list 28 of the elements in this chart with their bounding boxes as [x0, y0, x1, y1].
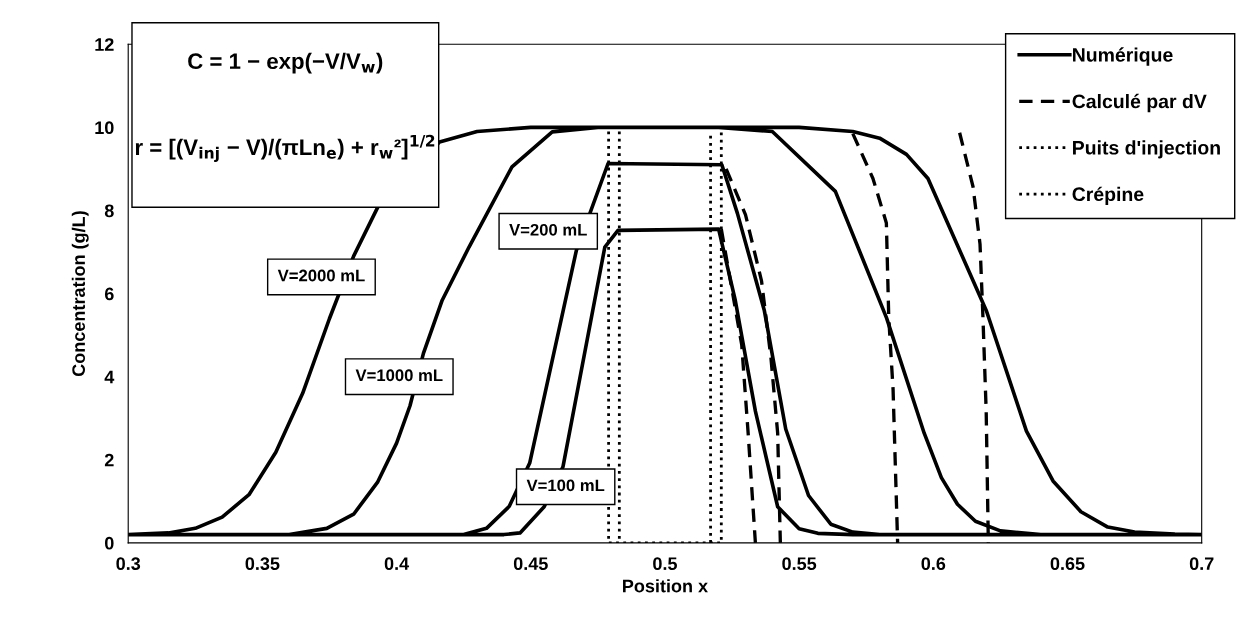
annotation: r = [(V$_{inj}$ − V)/(πLn$_{e}$) + r$_{w}$²]$^{1/2}$: [135, 134, 435, 162]
y-tick-label: 4: [104, 370, 115, 384]
annotation: C = 1 − exp(−V/V$_{w}$): [188, 52, 383, 74]
legend-label: Crépine: [1072, 186, 1144, 205]
x-tick-label: 0.5: [653, 557, 677, 571]
y-tick-label: 10: [95, 121, 114, 135]
x-tick-label: 0.65: [1050, 557, 1085, 571]
legend-label: Numérique: [1073, 47, 1173, 66]
annotation: V=100 mL: [526, 479, 605, 492]
x-tick-label: 0.6: [921, 557, 946, 571]
y-tick-label: 2: [104, 453, 114, 467]
annotation: V=200 mL: [509, 223, 587, 236]
x-tick-label: 0.7: [1189, 557, 1214, 571]
annotation: V=1000 mL: [355, 369, 443, 382]
y-tick-label: 8: [104, 204, 114, 218]
x-tick-label: 0.45: [513, 557, 548, 571]
x-tick-label: 0.4: [384, 557, 410, 571]
y-axis-title: Concentration (g/L): [71, 211, 89, 377]
x-tick-label: 0.35: [245, 557, 280, 571]
legend-label: Puits d'injection: [1073, 140, 1220, 159]
x-tick-label: 0.3: [116, 557, 141, 571]
y-tick-label: 12: [95, 38, 114, 51]
annotation: V=2000 mL: [277, 269, 365, 282]
x-tick-label: 0.55: [782, 557, 817, 571]
x-axis-title: Position x: [623, 579, 708, 593]
legend-label: Calculé par dV: [1072, 93, 1207, 113]
y-tick-label: 6: [104, 287, 114, 301]
y-tick-label: 0: [105, 536, 114, 550]
